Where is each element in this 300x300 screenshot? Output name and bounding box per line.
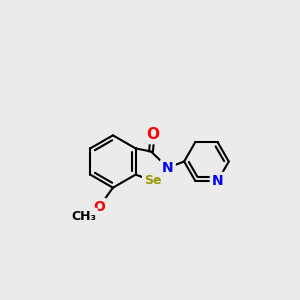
Text: O: O bbox=[93, 200, 105, 214]
Text: N: N bbox=[162, 161, 174, 175]
Text: N: N bbox=[212, 174, 224, 188]
Text: Se: Se bbox=[144, 174, 161, 187]
Text: CH₃: CH₃ bbox=[71, 210, 96, 223]
Text: O: O bbox=[146, 127, 159, 142]
